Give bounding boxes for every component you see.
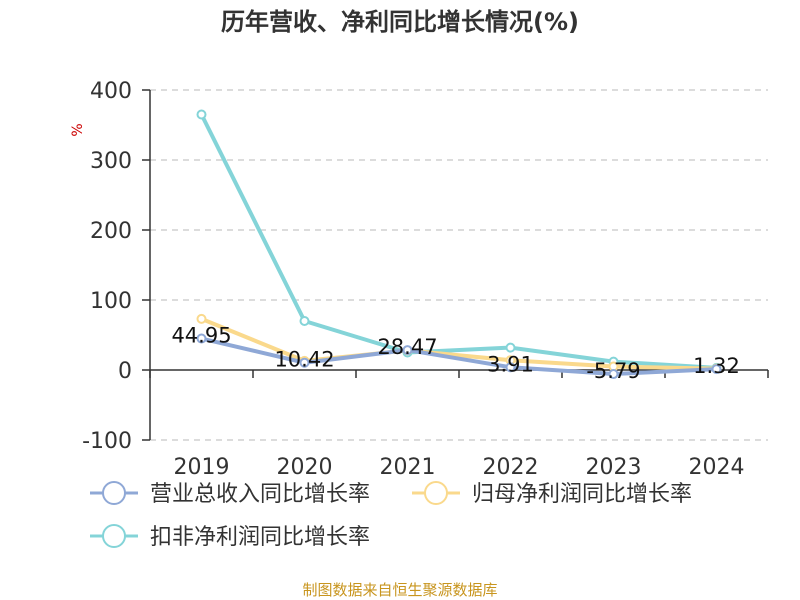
x-tick-label: 2019 [174,455,230,480]
series-point [196,333,207,344]
data-label: 1.32 [693,354,740,378]
chart-title: 历年营收、净利同比增长情况(%) [221,8,579,36]
data-label: 44.95 [171,324,231,348]
x-tick-label: 2024 [689,455,745,480]
series-line [199,112,719,370]
y-tick-label: 0 [118,359,132,384]
legend-marker [102,481,126,505]
series-point [299,357,310,368]
series-point [608,369,619,380]
y-tick-label: 300 [90,149,132,174]
gridlines [150,89,768,441]
legend-label: 营业总收入同比增长率 [150,482,370,507]
x-tick-label: 2020 [277,455,333,480]
series-point [299,316,310,326]
series-point [196,313,207,324]
legend-marker [424,481,448,505]
y-tick-label: 200 [90,219,132,244]
series-point [196,109,207,120]
data-label: -5.79 [586,359,640,383]
axes: -100 0 100 200 300 400 2019 2020 2021 2022 2023 202… [82,79,769,480]
data-source-note: 制图数据来自恒生聚源数据库 [302,581,497,599]
legend-label: 归母净利润同比增长率 [472,482,692,507]
data-labels: 44.95 10.42 28.47 3.91 -5.79 1.32 [171,324,739,384]
x-tick-label: 2022 [483,455,539,480]
series-line [199,336,719,377]
y-tick-label: 400 [90,79,132,104]
x-tick-label: 2021 [380,455,436,480]
series-lines [196,109,722,380]
data-label: 3.91 [487,352,534,376]
series-point [505,362,516,373]
y-tick-label: 100 [90,289,132,314]
legend-label: 扣非净利润同比增长率 [150,525,370,550]
data-label: 10.42 [274,348,334,372]
x-tick-label: 2023 [586,455,642,480]
series-point [711,364,722,375]
y-tick-label: -100 [82,429,132,454]
legend-marker [102,524,126,548]
y-axis-unit-label: % [70,123,86,136]
series-point [402,345,413,356]
series-point [505,342,516,353]
series-line [199,316,719,371]
data-label: 28.47 [377,335,437,359]
